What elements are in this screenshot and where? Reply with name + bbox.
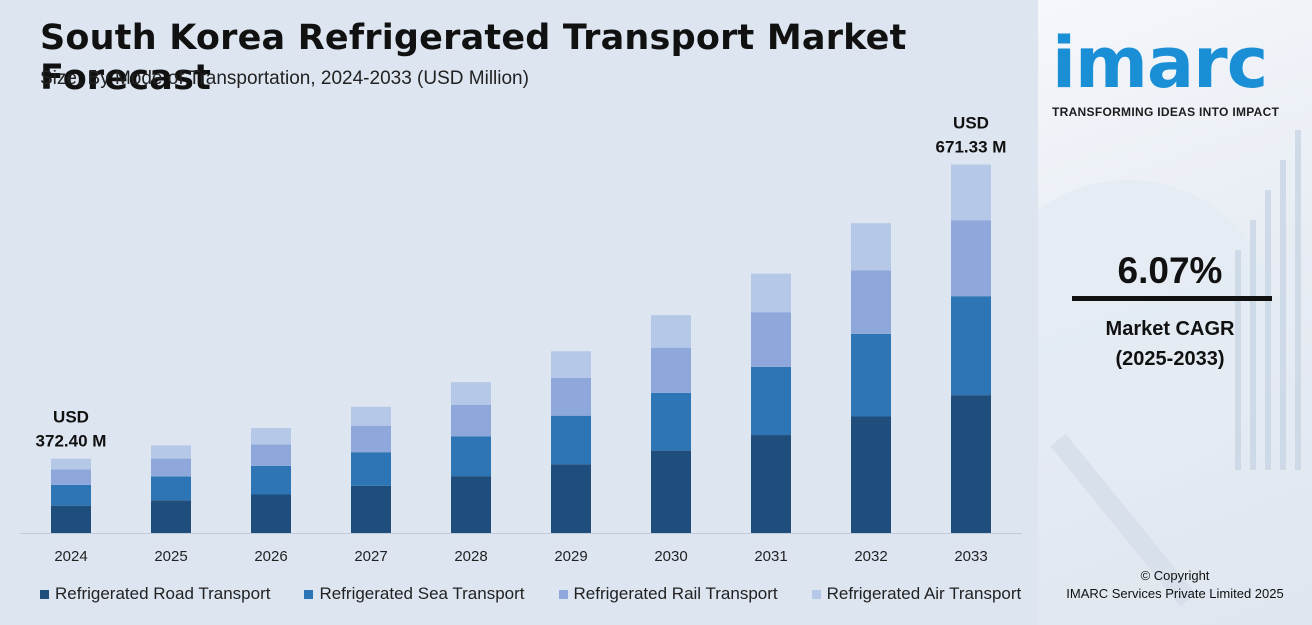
legend-swatch	[304, 589, 314, 599]
decorative-background	[1038, 130, 1301, 607]
bar-total-annotation: 671.33 M	[936, 138, 1007, 157]
bar-2027-series-3	[351, 406, 391, 426]
bar-2030-series-3	[651, 315, 691, 348]
bar-2028-series-1	[451, 436, 491, 477]
side-panel: imarc TRANSFORMING IDEAS INTO IMPACT 6.0…	[1038, 0, 1312, 625]
bar-2028-series-3	[451, 382, 491, 405]
bar-2026-series-0	[251, 494, 291, 533]
bar-total-annotation: 372.40 M	[36, 432, 107, 451]
x-tick-label: 2033	[954, 548, 987, 565]
bar-2024-series-3	[51, 458, 91, 470]
chart-legend: Refrigerated Road Transport Refrigerated …	[40, 584, 1021, 604]
bar-2024-series-0	[51, 505, 91, 533]
x-tick-label: 2028	[454, 548, 487, 565]
bar-2029-series-3	[551, 351, 591, 378]
chart-subtitle: Size, By Mode of Transportation, 2024-20…	[40, 68, 529, 89]
stacked-bar-chart: 2024 2025 2026 2027 2028 2029 2030 2031 2032 2033…	[20, 114, 1022, 565]
x-tick-label: 2029	[554, 548, 587, 565]
bar-2029-series-2	[551, 377, 591, 416]
x-tick-label: 2025	[154, 548, 187, 565]
legend-swatch	[40, 589, 49, 599]
copyright-line-1: © Copyright	[1140, 568, 1210, 583]
legend-item-2: Refrigerated Rail Transport	[558, 584, 778, 604]
imarc-logo: imarc	[1052, 22, 1268, 104]
bar-2031-series-2	[751, 312, 791, 367]
x-tick-label: 2027	[354, 548, 387, 565]
copyright-line-2: IMARC Services Private Limited 2025	[1066, 586, 1284, 601]
legend-label: Refrigerated Air Transport	[826, 584, 1022, 603]
chart-title: South Korea Refrigerated Transport Marke…	[40, 18, 907, 98]
legend-label: Refrigerated Road Transport	[55, 584, 271, 603]
bar-2024-series-2	[51, 469, 91, 485]
x-tick-label: 2031	[754, 548, 787, 565]
bar-2025-series-0	[151, 500, 191, 533]
bar-2026-series-2	[251, 444, 291, 466]
bar-2032-series-2	[851, 270, 891, 334]
cagr-period: (2025-2033)	[1115, 348, 1225, 370]
bar-2025-series-2	[151, 458, 191, 477]
bar-2030-series-0	[651, 450, 691, 533]
bar-total-annotation: USD	[53, 408, 89, 427]
bar-2026-series-3	[251, 428, 291, 445]
bar-2033-series-0	[951, 395, 991, 533]
bar-2033-series-2	[951, 220, 991, 297]
bar-2024-series-1	[51, 484, 91, 506]
chart-panel: South Korea Refrigerated Transport Marke…	[0, 0, 1038, 625]
legend-swatch	[558, 589, 568, 599]
bar-2033-series-3	[951, 164, 991, 221]
bar-2031-series-3	[751, 273, 791, 313]
bar-2031-series-0	[751, 435, 791, 533]
legend-label: Refrigerated Sea Transport	[319, 584, 525, 603]
bar-2025-series-1	[151, 476, 191, 501]
bar-2030-series-2	[651, 347, 691, 393]
bar-2025-series-3	[151, 445, 191, 459]
bar-total-annotation: USD	[953, 114, 989, 133]
bar-2028-series-2	[451, 404, 491, 437]
copyright: © Copyright IMARC Services Private Limit…	[1038, 567, 1312, 603]
legend-item-1: Refrigerated Sea Transport	[304, 584, 525, 604]
cagr-label: Market CAGR	[1105, 318, 1235, 340]
bar-2028-series-0	[451, 476, 491, 533]
legend-item-3: Refrigerated Air Transport	[811, 584, 1022, 604]
legend-item-0: Refrigerated Road Transport	[40, 584, 270, 604]
bar-2027-series-1	[351, 452, 391, 486]
legend-swatch	[811, 589, 821, 599]
x-tick-label: 2026	[254, 548, 287, 565]
bar-2027-series-0	[351, 485, 391, 533]
bar-2026-series-1	[251, 465, 291, 495]
bar-2033-series-1	[951, 296, 991, 396]
x-tick-label: 2032	[854, 548, 887, 565]
bar-2032-series-0	[851, 416, 891, 533]
bar-2029-series-1	[551, 415, 591, 465]
bar-2027-series-2	[351, 425, 391, 453]
x-tick-label: 2024	[54, 548, 87, 565]
bar-2029-series-0	[551, 464, 591, 533]
cagr-divider	[1072, 296, 1272, 301]
x-tick-label: 2030	[654, 548, 687, 565]
logo-tagline: TRANSFORMING IDEAS INTO IMPACT	[1052, 105, 1280, 119]
cagr-value: 6.07%	[1117, 250, 1223, 291]
legend-label: Refrigerated Rail Transport	[573, 584, 778, 603]
bar-2030-series-1	[651, 392, 691, 451]
bar-2032-series-1	[851, 333, 891, 417]
bar-2032-series-3	[851, 223, 891, 271]
bar-2031-series-1	[751, 366, 791, 436]
